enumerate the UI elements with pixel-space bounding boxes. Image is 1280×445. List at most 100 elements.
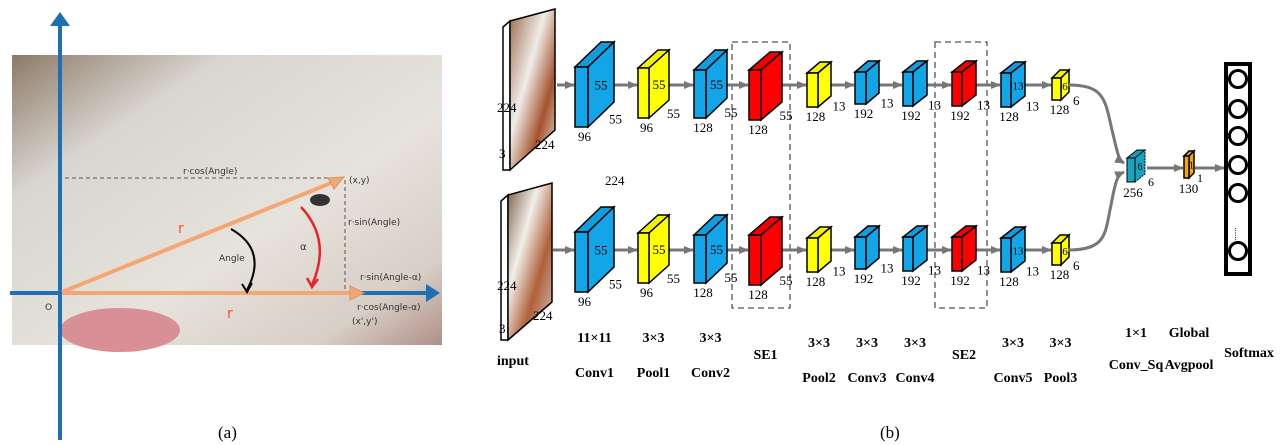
input-channels-bottom: 3 — [499, 321, 506, 336]
caption-conv_sq: Conv_Sq — [1109, 358, 1164, 373]
conv2-face-dim: 55 — [710, 242, 723, 257]
pool1-depth-dim: 96 — [640, 120, 654, 135]
conv5-face-dim: 13 — [1013, 246, 1025, 258]
y-axis-arrowhead — [50, 12, 70, 26]
conv1-depth-dim: 96 — [578, 294, 592, 309]
se2-side-dim: 13 — [977, 263, 990, 278]
caption-pool3: Pool3 — [1044, 371, 1077, 386]
input-channels-top: 3 — [499, 146, 506, 161]
input-label: input — [497, 354, 529, 369]
layer-conv4 — [900, 224, 930, 273]
caption-conv3: Conv3 — [848, 371, 887, 386]
pool3-face-dim: 6 — [1062, 246, 1068, 258]
label-point-rotated: (x',y') — [352, 317, 377, 327]
conv2-depth-dim: 128 — [693, 120, 713, 135]
softmax-node — [1228, 155, 1248, 175]
avgpool-face-dim: 1 — [1189, 161, 1194, 172]
avgpool-depth-dim: 130 — [1179, 181, 1199, 196]
pool2-side-dim: 13 — [833, 264, 846, 279]
layer-conv5 — [998, 60, 1028, 109]
softmax-node — [1228, 99, 1248, 119]
alpha-arrow-icon — [305, 277, 319, 290]
conv5-depth-dim: 128 — [999, 109, 1019, 124]
softmax-node — [1228, 69, 1248, 89]
conv1-face-dim: 55 — [595, 78, 608, 93]
alpha-arc — [300, 206, 322, 286]
label-r-sin-angle-alpha: r·sin(Angle-α) — [360, 273, 421, 283]
conv_sq-depth-dim: 256 — [1123, 185, 1143, 200]
layer-conv1 — [573, 40, 616, 129]
conv2-side-dim: 55 — [725, 270, 738, 285]
label-radius-top: r — [178, 221, 184, 237]
layer-conv4 — [900, 59, 930, 108]
caption-conv1: Conv1 — [575, 366, 614, 381]
layer-se2 — [949, 59, 979, 108]
kernel-pool1: 3×3 — [643, 331, 665, 346]
input-width-top: 224 — [535, 137, 555, 152]
conv_sq-side-dim: 6 — [1148, 175, 1154, 189]
panel-b-network-architecture: 224 3 224 224 224 3 224 input 5555965555… — [497, 8, 1274, 442]
kernel-pool3: 3×3 — [1050, 336, 1072, 351]
conv3-side-dim: 13 — [881, 96, 894, 111]
label-r-cos-angle: r·cos(Angle) — [183, 167, 237, 177]
softmax-node — [1228, 241, 1248, 261]
pool2-side-dim: 13 — [833, 99, 846, 114]
avgpool-side-dim: 1 — [1197, 171, 1203, 185]
input-height-top: 224 — [497, 100, 517, 115]
conv1-face-dim: 55 — [595, 243, 608, 258]
input-image-top — [502, 8, 556, 172]
se1-depth-dim: 128 — [748, 287, 768, 302]
angle-arrow-icon — [241, 282, 253, 294]
se1-side-dim: 55 — [780, 108, 793, 123]
kernel-conv4: 3×3 — [904, 336, 926, 351]
pool1-side-dim: 55 — [667, 106, 680, 121]
pool3-face-dim: 6 — [1062, 81, 1068, 93]
pool2-depth-dim: 128 — [806, 274, 826, 289]
input-height-bottom: 224 — [497, 278, 517, 293]
conv1-side-dim: 55 — [609, 277, 622, 292]
kernel-pool2: 3×3 — [808, 336, 830, 351]
branch-top — [573, 40, 1071, 129]
softmax-node — [1228, 126, 1248, 146]
conv4-side-dim: 13 — [928, 98, 941, 113]
caption-conv2: Conv2 — [691, 366, 730, 381]
label-radius-bottom: r — [227, 306, 233, 322]
conv2-depth-dim: 128 — [693, 285, 713, 300]
layer-conv_sq — [1125, 148, 1147, 184]
caption-pool1: Pool1 — [637, 366, 670, 381]
conv2-face-dim: 55 — [710, 77, 723, 92]
label-angle: Angle — [219, 254, 245, 264]
layer-conv5 — [998, 225, 1028, 274]
conv3-depth-dim: 192 — [854, 106, 874, 121]
sheep-eye — [310, 194, 330, 206]
se2-depth-dim: 192 — [950, 108, 970, 123]
layer-conv3 — [852, 224, 882, 271]
caption-se2: SE2 — [952, 348, 976, 363]
merge-arrow-bottom — [1067, 170, 1125, 252]
branch-bottom — [573, 205, 1071, 294]
conv4-depth-dim: 192 — [901, 273, 921, 288]
softmax-node — [1228, 183, 1248, 203]
pool3-side-dim: 6 — [1073, 258, 1080, 273]
label-point: (x,y) — [349, 176, 370, 186]
conv3-depth-dim: 192 — [854, 271, 874, 286]
radius-vector-original — [61, 179, 337, 294]
x-axis-arrowhead — [426, 284, 440, 302]
conv5-side-dim: 13 — [1026, 99, 1039, 114]
layer-se1 — [746, 50, 785, 122]
conv_sq-face-dim: 6 — [1138, 162, 1143, 173]
caption-softmax: Softmax — [1224, 346, 1274, 361]
kernel-conv5: 3×3 — [1002, 336, 1024, 351]
pool1-face-dim: 55 — [653, 242, 666, 257]
layer-pool2 — [804, 225, 834, 274]
radius-arrowhead-rotated — [349, 285, 366, 301]
input-size-label: 224 — [605, 173, 625, 188]
layer-pool3 — [1050, 233, 1071, 267]
caption-a: (a) — [218, 423, 237, 442]
input-width-bottom: 224 — [533, 308, 553, 323]
layer-se1 — [746, 215, 785, 287]
conv1-depth-dim: 96 — [578, 129, 592, 144]
se2-dashed-box — [934, 41, 988, 309]
panel-a-rotation-diagram: r·cos(Angle) (x,y) r·sin(Angle) r·sin(An… — [10, 12, 442, 442]
